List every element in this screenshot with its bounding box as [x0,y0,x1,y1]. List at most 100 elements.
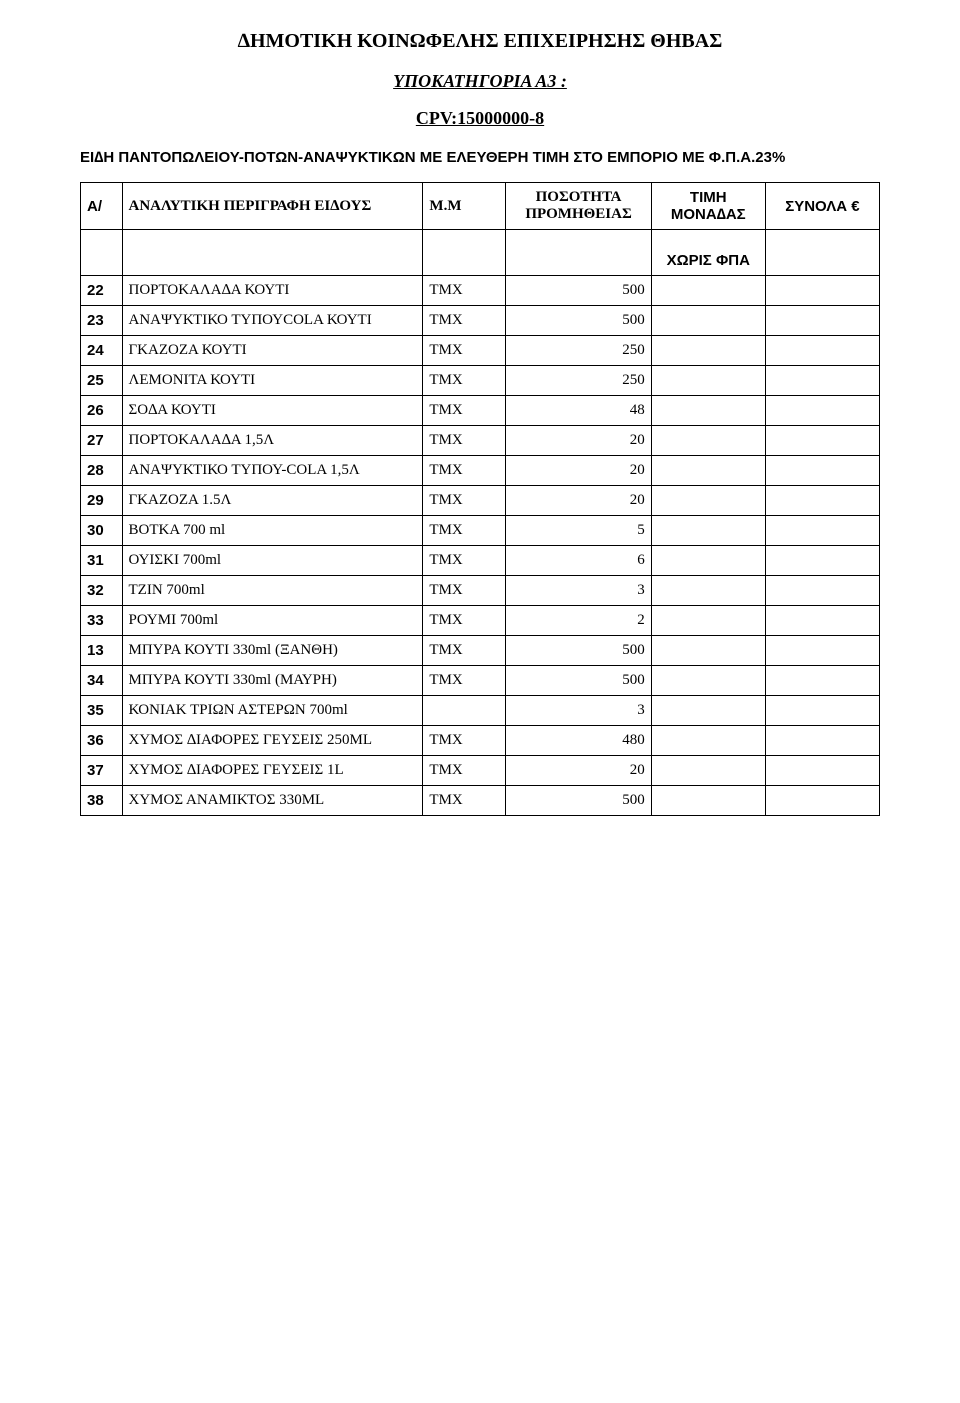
row-total [765,696,879,726]
row-mm: ΤΜΧ [423,606,506,636]
table-row: 34 ΜΠΥΡΑ ΚΟΥΤΙ 330ml (ΜΑΥΡΗ) ΤΜΧ 500 [81,666,880,696]
row-qty: 5 [506,516,651,546]
row-price [651,666,765,696]
row-desc: ΜΠΥΡΑ ΚΟΥΤΙ 330ml (ΞΑΝΘΗ) [122,636,423,666]
row-price [651,366,765,396]
row-mm: ΤΜΧ [423,276,506,306]
table-row: 35 ΚΟΝΙΑΚ ΤΡΙΩΝ ΑΣΤΕΡΩΝ 700ml 3 [81,696,880,726]
header-mm: Μ.Μ [423,183,506,230]
row-desc: ΧΥΜΟΣ ΑΝΑΜΙΚΤΟΣ 330ΜL [122,786,423,816]
table-row: 22 ΠΟΡΤΟΚΑΛΑ∆Α ΚΟΥΤΙ ΤΜΧ 500 [81,276,880,306]
row-price [651,336,765,366]
row-qty: 250 [506,336,651,366]
row-desc: ΧΥΜΟΣ ∆ΙΑΦΟΡΕΣ ΓΕΥΣΕΙΣ 1L [122,756,423,786]
row-total [765,726,879,756]
row-desc: ΠΟΡΤΟΚΑΛΑ∆Α 1,5Λ [122,426,423,456]
table-row: 38 ΧΥΜΟΣ ΑΝΑΜΙΚΤΟΣ 330ΜL ΤΜΧ 500 [81,786,880,816]
row-num: 37 [81,756,123,786]
row-num: 32 [81,576,123,606]
row-total [765,426,879,456]
row-price [651,306,765,336]
cpv-code: CPV:15000000-8 [80,108,880,129]
row-mm: ΤΜΧ [423,546,506,576]
table-row: 26 ΣΟ∆Α ΚΟΥΤΙ ΤΜΧ 48 [81,396,880,426]
row-total [765,606,879,636]
row-total [765,546,879,576]
row-desc: ΓΚΑΖΟΖΑ ΚΟΥΤΙ [122,336,423,366]
row-qty: 500 [506,306,651,336]
row-qty: 3 [506,576,651,606]
row-mm: ΤΜΧ [423,726,506,756]
row-mm: ΤΜΧ [423,426,506,456]
row-price [651,396,765,426]
row-num: 31 [81,546,123,576]
row-desc: ΤΖΙΝ 700ml [122,576,423,606]
row-qty: 20 [506,456,651,486]
row-qty: 480 [506,726,651,756]
row-qty: 20 [506,756,651,786]
row-num: 25 [81,366,123,396]
table-row: 25 ΛΕΜΟΝΙΤΑ ΚΟΥΤΙ ΤΜΧ 250 [81,366,880,396]
row-num: 27 [81,426,123,456]
row-mm: ΤΜΧ [423,336,506,366]
row-num: 36 [81,726,123,756]
row-mm: ΤΜΧ [423,636,506,666]
row-qty: 500 [506,276,651,306]
row-mm [423,696,506,726]
section-heading: ΕΙ∆Η ΠΑΝΤΟΠΩΛΕΙΟΥ-ΠΟΤΩΝ-ΑΝΑΨΥΚΤΙΚΩΝ ΜΕ Ε… [80,147,880,168]
row-num: 26 [81,396,123,426]
row-num: 13 [81,636,123,666]
row-qty: 20 [506,426,651,456]
row-price [651,486,765,516]
row-num: 38 [81,786,123,816]
row-total [765,276,879,306]
header-num: Α/ [81,183,123,230]
row-num: 29 [81,486,123,516]
table-row: 28 ΑΝΑΨΥΚΤΙΚΟ ΤΥΠΟΥ-COLA 1,5Λ ΤΜΧ 20 [81,456,880,486]
row-mm: ΤΜΧ [423,486,506,516]
row-num: 35 [81,696,123,726]
row-total [765,666,879,696]
row-qty: 2 [506,606,651,636]
table-row: 27 ΠΟΡΤΟΚΑΛΑ∆Α 1,5Λ ΤΜΧ 20 [81,426,880,456]
row-price [651,606,765,636]
row-desc: ΑΝΑΨΥΚΤΙΚΟ ΤΥΠΟΥ-COLA 1,5Λ [122,456,423,486]
row-qty: 48 [506,396,651,426]
blank-cell [506,230,651,276]
blank-cell [81,230,123,276]
row-desc: ΒΟΤΚΑ 700 ml [122,516,423,546]
row-desc: ΡΟΥΜΙ 700ml [122,606,423,636]
table-subheader-row: ΧΩΡΙΣ ΦΠΑ [81,230,880,276]
row-qty: 6 [506,546,651,576]
row-total [765,516,879,546]
row-mm: ΤΜΧ [423,576,506,606]
row-desc: ΛΕΜΟΝΙΤΑ ΚΟΥΤΙ [122,366,423,396]
table-row: 36 ΧΥΜΟΣ ∆ΙΑΦΟΡΕΣ ΓΕΥΣΕΙΣ 250ML ΤΜΧ 480 [81,726,880,756]
row-total [765,576,879,606]
row-desc: ΚΟΝΙΑΚ ΤΡΙΩΝ ΑΣΤΕΡΩΝ 700ml [122,696,423,726]
row-mm: ΤΜΧ [423,306,506,336]
row-qty: 20 [506,486,651,516]
table-row: 29 ΓΚΑΖΟΖΑ 1.5Λ ΤΜΧ 20 [81,486,880,516]
row-qty: 500 [506,666,651,696]
blank-cell [765,230,879,276]
table-row: 32 ΤΖΙΝ 700ml ΤΜΧ 3 [81,576,880,606]
row-num: 33 [81,606,123,636]
table-row: 24 ΓΚΑΖΟΖΑ ΚΟΥΤΙ ΤΜΧ 250 [81,336,880,366]
row-num: 28 [81,456,123,486]
header-desc: ΑΝΑΛΥΤΙΚΗ ΠΕΡΙΓΡΑΦΗ ΕΙ∆ΟΥΣ [122,183,423,230]
row-qty: 250 [506,366,651,396]
document-page: ∆ΗΜΟΤΙΚΗ ΚΟΙΝΩΦΕΛΗΣ ΕΠΙΧΕΙΡΗΣΗΣ ΘΗΒΑΣ ΥΠ… [0,0,960,876]
row-mm: ΤΜΧ [423,666,506,696]
row-total [765,636,879,666]
row-price [651,726,765,756]
blank-cell [423,230,506,276]
table-row: 13 ΜΠΥΡΑ ΚΟΥΤΙ 330ml (ΞΑΝΘΗ) ΤΜΧ 500 [81,636,880,666]
row-mm: ΤΜΧ [423,456,506,486]
row-qty: 3 [506,696,651,726]
row-num: 30 [81,516,123,546]
row-num: 22 [81,276,123,306]
row-mm: ΤΜΧ [423,396,506,426]
row-num: 24 [81,336,123,366]
row-mm: ΤΜΧ [423,366,506,396]
